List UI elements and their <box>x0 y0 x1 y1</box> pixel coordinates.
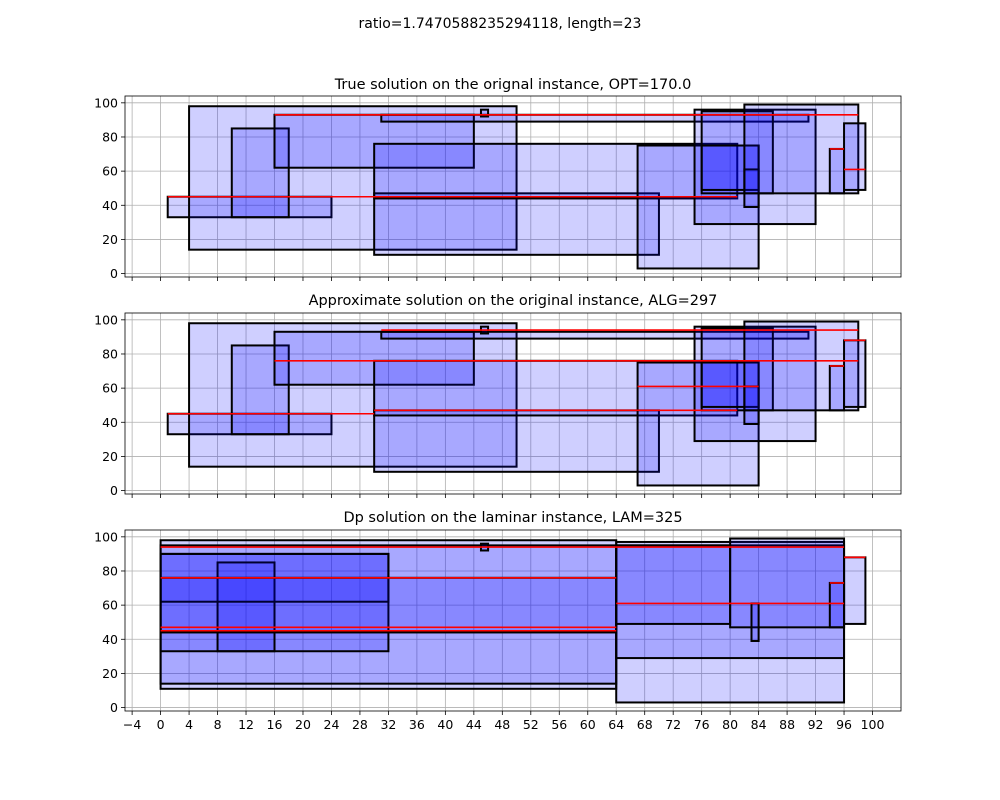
x-tick-label: 60 <box>580 717 596 732</box>
interval-rect <box>188 322 518 468</box>
axes-frame <box>124 529 902 712</box>
axes-frame <box>124 95 902 278</box>
x-tick-label: 44 <box>466 717 482 732</box>
y-tick-label: 20 <box>102 232 118 247</box>
interval-rect <box>188 105 518 251</box>
x-tick-label: 32 <box>380 717 396 732</box>
x-tick-label: 28 <box>352 717 368 732</box>
x-tick-label: 76 <box>694 717 710 732</box>
interval-rect <box>828 147 846 195</box>
subplot-alg: Approximate solution on the original ins… <box>94 293 902 498</box>
interval-rect <box>373 409 660 473</box>
y-tick-label: 100 <box>94 529 118 544</box>
x-tick-label: 100 <box>861 717 885 732</box>
interval-rect <box>843 339 867 408</box>
interval-rect <box>373 192 660 256</box>
x-tick-label: 52 <box>523 717 539 732</box>
x-tick-label: 24 <box>324 717 340 732</box>
x-tick-label: 56 <box>551 717 567 732</box>
interval-rect <box>636 361 760 487</box>
interval-rect <box>700 144 760 191</box>
x-tick-label: 64 <box>608 717 624 732</box>
interval-rect <box>230 127 290 219</box>
x-tick-label: 80 <box>722 717 738 732</box>
x-tick-label: 68 <box>637 717 653 732</box>
subplot-opt: True solution on the orignal instance, O… <box>94 77 902 281</box>
interval-rect <box>615 544 732 625</box>
x-tick-label: 8 <box>214 717 222 732</box>
interval-rect <box>729 537 846 629</box>
subplot-title: Dp solution on the laminar instance, LAM… <box>343 510 682 526</box>
axes-frame <box>124 312 902 495</box>
interval-rect <box>843 122 867 191</box>
y-tick-label: 0 <box>110 266 118 281</box>
x-tick-label: 96 <box>836 717 852 732</box>
y-tick-label: 60 <box>102 164 118 179</box>
y-tick-label: 40 <box>102 632 118 647</box>
subplot-lam: Dp solution on the laminar instance, LAM… <box>94 510 902 732</box>
x-tick-label: 88 <box>779 717 795 732</box>
interval-rect <box>843 556 867 625</box>
y-tick-label: 80 <box>102 346 118 361</box>
x-tick-label: 20 <box>295 717 311 732</box>
subplot-title: Approximate solution on the original ins… <box>309 293 718 309</box>
x-tick-label: 48 <box>494 717 510 732</box>
x-tick-label: 40 <box>437 717 453 732</box>
y-tick-label: 0 <box>110 700 118 715</box>
interval-rect <box>828 364 846 412</box>
x-tick-label: 4 <box>185 717 193 732</box>
x-tick-label: 84 <box>751 717 767 732</box>
interval-rect <box>373 359 739 417</box>
x-tick-label: 72 <box>665 717 681 732</box>
y-tick-label: 20 <box>102 666 118 681</box>
y-tick-label: 80 <box>102 129 118 144</box>
interval-rect <box>693 325 817 443</box>
y-tick-label: 100 <box>94 95 118 110</box>
x-tick-label: 12 <box>238 717 254 732</box>
y-tick-label: 60 <box>102 381 118 396</box>
x-tick-label: 16 <box>267 717 283 732</box>
interval-rect <box>750 602 760 642</box>
interval-rect <box>700 110 774 195</box>
subplot-title: True solution on the orignal instance, O… <box>334 77 692 93</box>
x-tick-label: 36 <box>409 717 425 732</box>
x-tick-label: −4 <box>123 717 141 732</box>
y-tick-label: 60 <box>102 598 118 613</box>
interval-rect <box>700 327 774 412</box>
interval-rect <box>373 142 739 200</box>
x-tick-label: 92 <box>808 717 824 732</box>
y-tick-label: 20 <box>102 449 118 464</box>
interval-rect <box>828 581 846 629</box>
y-tick-label: 40 <box>102 415 118 430</box>
x-tick-label: 0 <box>157 717 165 732</box>
y-tick-label: 80 <box>102 563 118 578</box>
y-tick-label: 0 <box>110 483 118 498</box>
y-tick-label: 100 <box>94 312 118 327</box>
interval-rect <box>479 108 490 118</box>
y-tick-label: 40 <box>102 198 118 213</box>
interval-rect <box>380 330 810 340</box>
figure-suptitle: ratio=1.7470588235294118, length=23 <box>359 16 642 32</box>
interval-rect <box>159 576 618 634</box>
interval-rect <box>700 361 760 408</box>
interval-rect <box>693 108 817 226</box>
